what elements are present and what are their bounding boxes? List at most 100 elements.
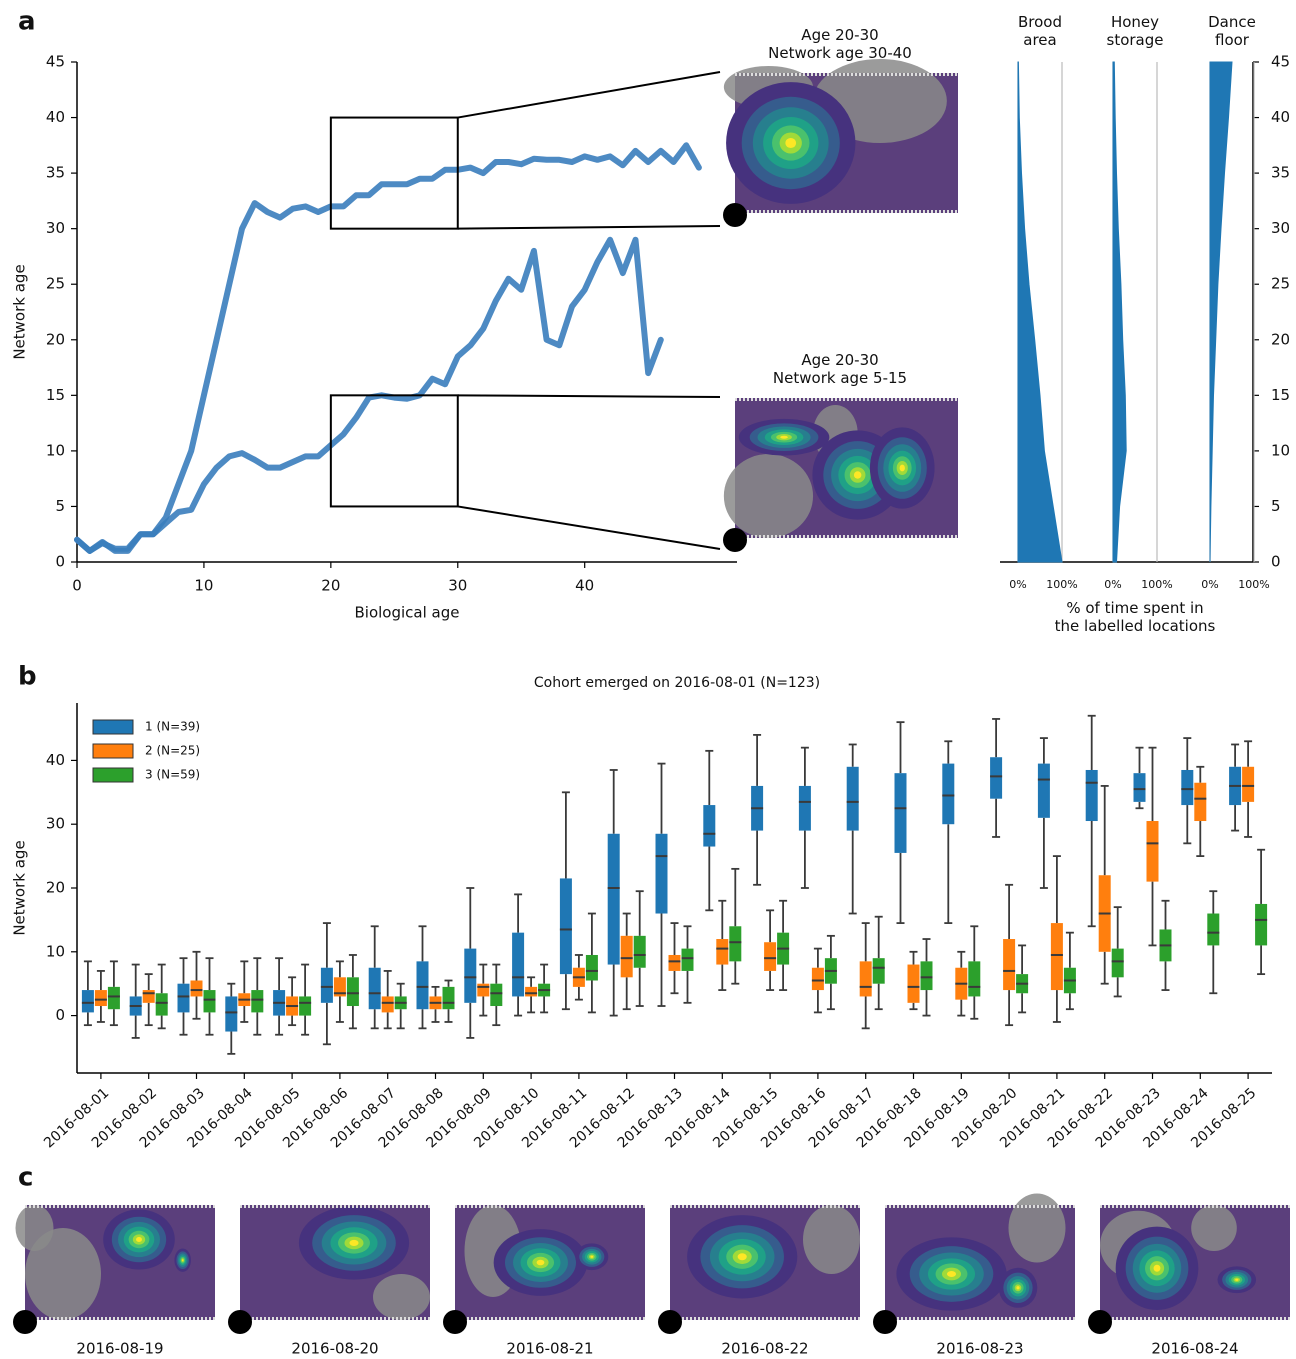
box: [142, 990, 155, 1003]
zoom-box: [329, 116, 459, 230]
zoom-line: [457, 71, 721, 119]
chart-title: Cohort emerged on 2016-08-01 (N=123): [534, 675, 820, 691]
box: [1255, 903, 1268, 946]
box: [190, 980, 203, 997]
panel-label: b: [18, 662, 37, 692]
image-marker: [873, 1310, 897, 1334]
x-tick-label: 100%: [1238, 578, 1269, 591]
box: [559, 878, 572, 975]
box: [920, 961, 933, 991]
box: [525, 986, 538, 997]
zoom-line: [457, 505, 721, 550]
box: [464, 948, 477, 1003]
heat-contour: [182, 1259, 184, 1262]
box: [1050, 923, 1063, 991]
box: [585, 954, 598, 981]
image-marker: [228, 1310, 252, 1334]
image-caption: 2016-08-20: [291, 1340, 378, 1358]
y-tick-label: 40: [1271, 108, 1290, 126]
box: [1111, 948, 1124, 978]
box: [764, 942, 777, 971]
x-tick-label: 0%: [1104, 578, 1121, 591]
box: [416, 961, 429, 1010]
image-marker: [443, 1310, 467, 1334]
heat-contour: [946, 1270, 957, 1278]
box: [1037, 763, 1050, 818]
heat-contour: [136, 1237, 142, 1242]
y-tick-label: 40: [46, 108, 65, 126]
image-caption: 2016-08-24: [1151, 1340, 1238, 1358]
box: [225, 996, 238, 1032]
y-tick-label: 45: [46, 53, 65, 71]
x-tick-label: 40: [575, 577, 594, 595]
legend-label: 3 (N=59): [145, 768, 200, 782]
box: [729, 926, 742, 962]
box: [798, 785, 811, 831]
image-caption: 2016-08-21: [506, 1340, 593, 1358]
image-caption: 2016-08-23: [936, 1340, 1023, 1358]
legend-label: 2 (N=25): [145, 744, 200, 758]
heat-contour: [785, 137, 797, 149]
y-axis-label: Network age: [11, 264, 29, 359]
x-tick-label: 100%: [1046, 578, 1077, 591]
image-comb: [803, 1205, 860, 1274]
y-tick-label: 25: [1271, 275, 1290, 293]
line-series: [74, 236, 664, 554]
box: [1181, 769, 1194, 806]
box: [381, 996, 394, 1013]
image-comb: [15, 1205, 54, 1251]
heat-contour: [1235, 1278, 1239, 1281]
heat-contour: [349, 1239, 359, 1246]
area: [1112, 61, 1127, 563]
x-tick-label: 10: [194, 577, 213, 595]
image-caption: 2016-08-19: [76, 1340, 163, 1358]
panel-label: c: [18, 1163, 33, 1193]
box: [299, 996, 312, 1016]
heat-contour: [853, 471, 862, 479]
box: [490, 983, 503, 1007]
box: [512, 932, 525, 997]
x-axis-label: % of time spent in the labelled location…: [1054, 599, 1216, 635]
zoom-line: [457, 225, 721, 230]
box: [907, 964, 920, 1003]
image-marker: [723, 203, 747, 227]
heat-contour: [899, 464, 905, 472]
zoom-box: [329, 394, 459, 508]
image-comb: [723, 454, 814, 538]
legend-swatch: [92, 767, 134, 783]
box: [477, 983, 490, 997]
annotation: Age 20-30 Network age 5-15: [772, 351, 908, 387]
y-tick-label: 15: [46, 386, 65, 404]
image-comb: [1008, 1193, 1066, 1263]
box: [1003, 939, 1016, 991]
y-tick-label: 30: [46, 815, 65, 833]
x-tick-label: 20: [321, 577, 340, 595]
x-axis-label: Biological age: [355, 604, 460, 622]
x-tick-label: 0%: [1201, 578, 1218, 591]
box: [1207, 913, 1220, 946]
image-comb: [25, 1228, 101, 1320]
image-marker: [723, 528, 747, 552]
heat-contour: [1153, 1264, 1161, 1272]
x-tick-label: 0: [72, 577, 82, 595]
y-tick-label: 0: [55, 553, 65, 571]
box: [107, 986, 120, 1010]
box: [716, 939, 729, 965]
heat-contour: [536, 1259, 545, 1266]
facet-title: Brood area: [1017, 13, 1063, 49]
box: [703, 805, 716, 847]
image-marker: [658, 1310, 682, 1334]
y-tick-label: 25: [46, 275, 65, 293]
y-tick-label: 45: [1271, 53, 1290, 71]
box: [177, 983, 190, 1013]
line-series: [74, 142, 702, 554]
image-comb: [373, 1274, 430, 1320]
legend-label: 1 (N=39): [145, 720, 200, 734]
annotation: Age 20-30 Network age 30-40: [768, 26, 912, 62]
panel-label: a: [18, 7, 36, 37]
box: [872, 958, 885, 984]
box: [620, 935, 633, 978]
y-tick-label: 5: [1271, 497, 1281, 515]
box: [942, 763, 955, 825]
